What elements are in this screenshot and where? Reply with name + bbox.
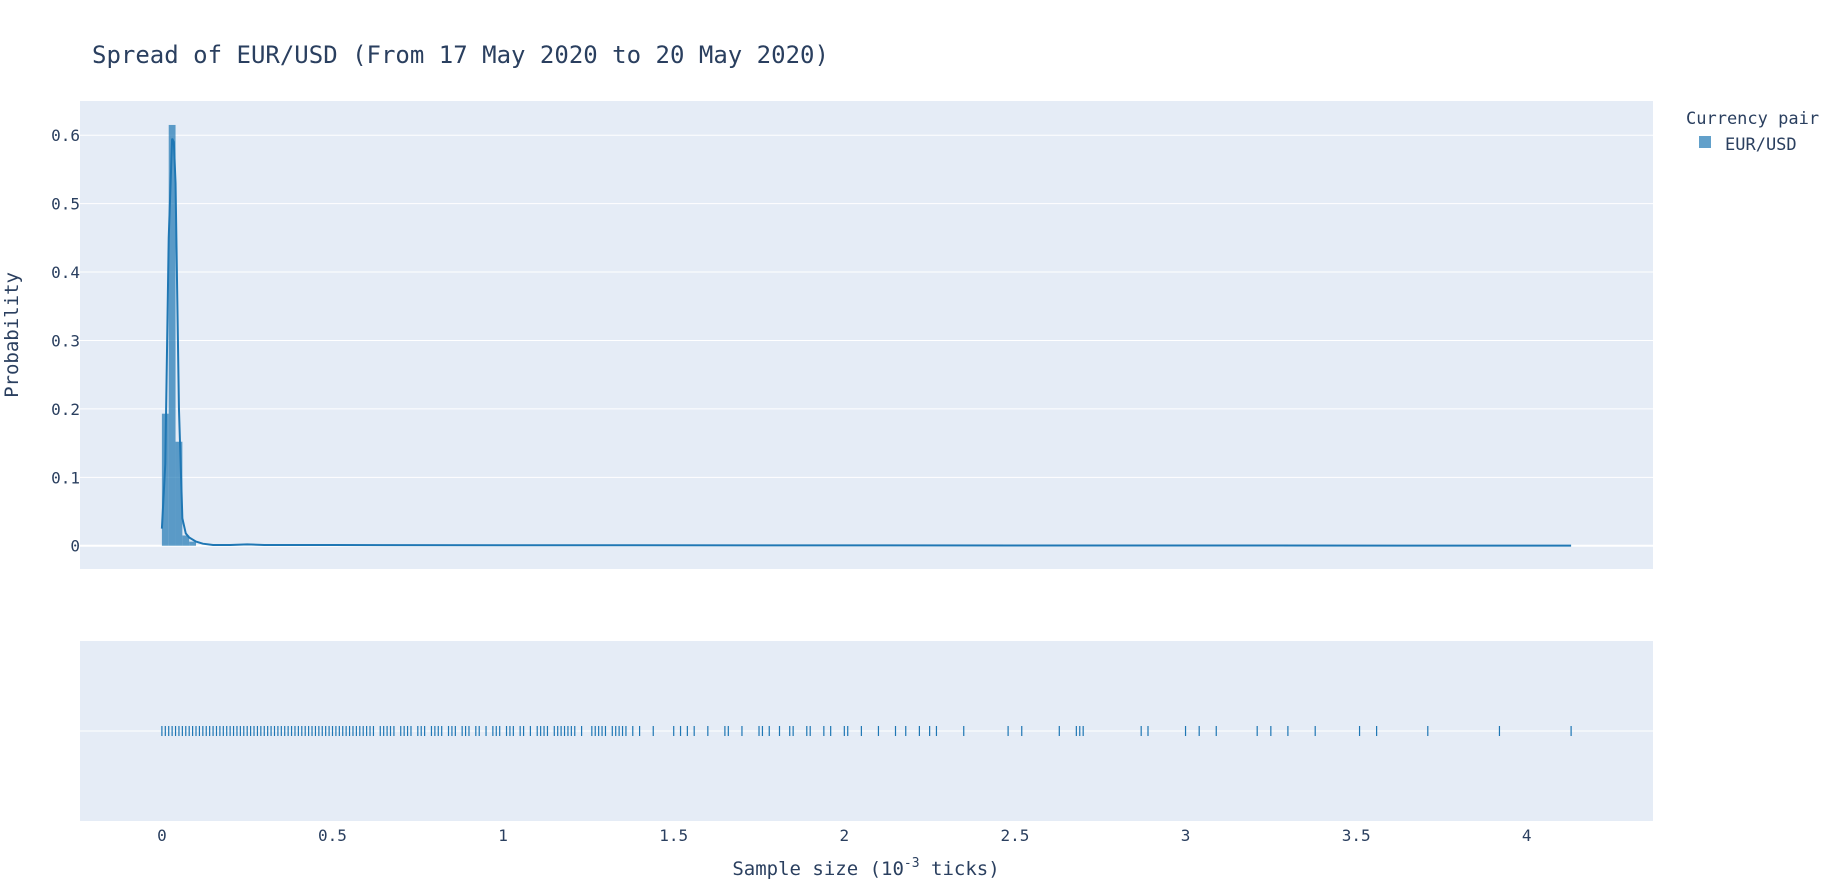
rug-plot [80,641,1653,821]
histogram-bar [182,535,190,546]
legend-item-eur-usd[interactable]: EUR/USD [1699,135,1797,155]
legend: Currency pair EUR/USD [1686,109,1819,155]
main-plot-background [80,101,1653,569]
x-tick-label: 4 [1522,826,1532,845]
y-tick-labels: 0 0.1 0.2 0.3 0.4 0.5 0.6 [51,126,80,556]
y-axis-label: Probability [1,272,23,398]
x-tick-label: 1 [498,826,508,845]
legend-label: EUR/USD [1725,135,1797,155]
y-tick-label: 0.5 [51,195,80,214]
y-tick-label: 0.6 [51,126,80,145]
legend-title: Currency pair [1686,109,1819,129]
x-tick-label: 0.5 [318,826,347,845]
x-axis-label-tail: ticks) [920,858,1000,880]
y-tick-label: 0.1 [51,468,80,487]
x-tick-label: 1.5 [659,826,688,845]
x-tick-labels: 0 0.5 1 1.5 2 2.5 3 3.5 4 [157,826,1531,845]
chart-title: Spread of EUR/USD (From 17 May 2020 to 2… [92,41,829,69]
legend-swatch [1699,136,1711,148]
histogram-bar [175,441,183,546]
y-tick-label: 0.4 [51,263,80,282]
y-tick-label: 0.3 [51,331,80,350]
x-tick-label: 3.5 [1342,826,1371,845]
x-tick-label: 2.5 [1000,826,1029,845]
rug-marks [161,726,1572,736]
x-axis-label: Sample size (10-3 ticks) [732,856,999,880]
kde-curve [160,138,1572,547]
x-tick-label: 3 [1181,826,1191,845]
x-axis-label-exponent: -3 [904,856,920,871]
y-tick-label: 0.2 [51,400,80,419]
x-tick-label: 2 [840,826,850,845]
histogram-bar [168,124,176,546]
y-tick-label: 0 [70,537,80,556]
x-tick-label: 0 [157,826,167,845]
histogram-bar [189,541,197,546]
main-plot: 0 0.1 0.2 0.3 0.4 0.5 0.6 [51,101,1653,569]
